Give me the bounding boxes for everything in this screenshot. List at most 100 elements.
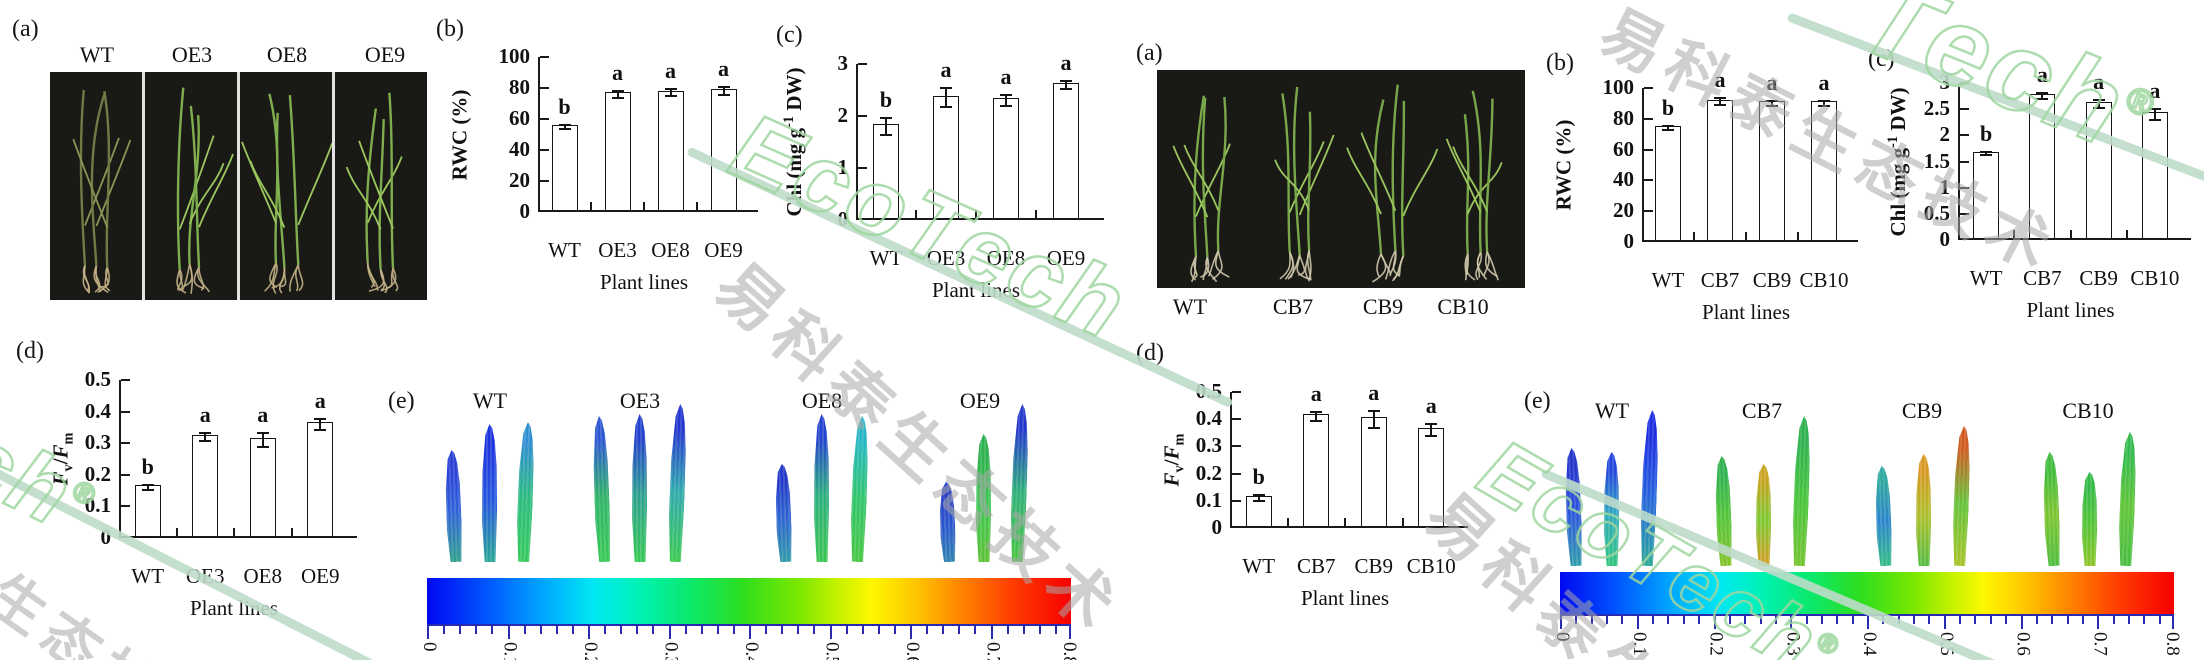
significance-letter: a [2149,77,2161,103]
y-tick [1232,472,1241,475]
x-tick [1693,232,1695,240]
x-tick [1286,518,1289,526]
x-tick [2069,230,2072,238]
colorbar-minor-tick [1989,616,1992,624]
y-tick-label: 0 [100,525,112,549]
error-bar-cap [1252,500,1265,503]
fluorescence-group-label-CB10: CB10 [2062,398,2114,423]
colorbar-tick-label: 0.7 [982,642,1004,660]
significance-letter: a [665,58,676,83]
colorbar-gradient [1560,572,2174,616]
photo-label-OE3: OE3 [171,42,213,67]
colorbar-minor-tick [893,626,896,634]
x-category-label: OE9 [704,238,743,262]
y-tick [540,118,549,120]
y-tick [121,410,130,413]
colorbar-minor-tick [958,626,961,634]
colorbar-major-tick [1636,616,1639,629]
colorbar-minor-tick [732,626,735,634]
y-tick [1644,210,1653,213]
y-tick-label: 0.5 [84,367,111,391]
colorbar-minor-tick [1974,616,1977,624]
error-bar-cap [1000,104,1012,107]
x-axis [1958,238,2191,240]
bar [2141,112,2168,239]
y-tick [1644,148,1653,151]
significance-letter: b [141,453,154,479]
colorbar-tick-label: 0.6 [2012,632,2034,656]
fluorescence-leaf [1756,464,1771,566]
bar [1759,101,1785,241]
plant-photo-art [176,87,234,294]
x-category-label: CB7 [1700,268,1740,292]
error-bar-cap [141,489,154,492]
x-category-label: OE3 [598,238,637,262]
x-tick [1035,210,1037,218]
x-tick [290,528,293,536]
x-tick [1745,232,1747,240]
y-tick [540,87,549,89]
x-tick [2013,230,2016,238]
y-tick-label: 20 [1613,198,1634,223]
y-axis [119,380,121,538]
error-bar-cap [256,432,269,435]
x-axis [538,210,758,212]
bar-chart-right-c: 0 0.5 1 1.5 2 2.5 3 b WT a CB7 a CB9 a CB10 Chl (mg g-1… [1885,62,2191,322]
error-bar-cap [940,87,952,90]
colorbar-tick-label: 0.4 [741,642,762,660]
photo-label-OE8: OE8 [266,42,308,67]
colorbar-tick-label: 0 [419,642,440,652]
x-category-label: CB9 [2079,266,2118,290]
error-bar-cap [2148,119,2161,122]
y-axis-title: Fv/Fm [48,432,77,486]
error-bar-cap [314,428,327,431]
colorbar-minor-tick [1928,616,1931,624]
significance-letter: a [612,59,623,85]
x-category-label: OE9 [301,564,340,588]
x-tick [915,210,917,218]
fluorescence-leaf [774,464,792,562]
bar [551,124,578,211]
significance-letter: a [257,402,269,428]
bar-chart-left-c: 0 1 2 3 b WT a OE3 a OE8 a OE9 Chl (mg g-1 DW) Plant … [781,50,1104,302]
significance-letter: a [1818,69,1830,95]
y-tick [858,115,867,117]
error-bar-cap [1980,154,1993,157]
significance-letter: a [940,57,952,83]
y-tick [121,505,130,508]
fluorescence-leaf [1874,466,1892,566]
error-bar-cap [1367,426,1380,429]
bar [657,90,684,211]
colorbar-tick-label: 0.5 [1935,632,1957,656]
colorbar-minor-tick [1851,616,1854,624]
error-bar-cap [1714,104,1726,107]
panel-letter-e-right: (e) [1524,388,1551,414]
photo-label-CB7: CB7 [1272,294,1314,319]
error-bar-line [1065,79,1067,90]
fluorescence-leaf [516,422,536,562]
colorbar-major-tick [2097,616,2100,629]
x-tick [175,528,178,536]
error-bar-line [1667,124,1669,132]
x-axis-title: Plant lines [931,278,1021,302]
x-tick [696,202,698,210]
bar [249,438,276,537]
error-bar-cap [880,117,892,120]
colorbar-minor-tick [1836,616,1839,624]
colorbar-minor-tick [523,626,526,634]
right-plant-photo [1157,70,1525,288]
panel-letter-a-left: (a) [12,16,39,42]
fluorescence-group-label-OE3: OE3 [619,388,661,413]
error-bar-cap [717,93,730,96]
significance-letter: b [1661,94,1675,120]
colorbar-minor-tick [797,626,800,634]
colorbar-minor-tick [1882,616,1885,624]
bar [710,89,737,211]
bar [1811,101,1837,241]
colorbar-tick-label: 0.2 [580,642,601,660]
x-category-label: CB10 [1406,554,1456,578]
x-category-label: WT [1651,268,1685,292]
fluorescence-group-label-CB9: CB9 [1901,398,1943,423]
error-bar-cap [1662,124,1674,127]
x-axis-title: Plant lines [1300,586,1390,610]
